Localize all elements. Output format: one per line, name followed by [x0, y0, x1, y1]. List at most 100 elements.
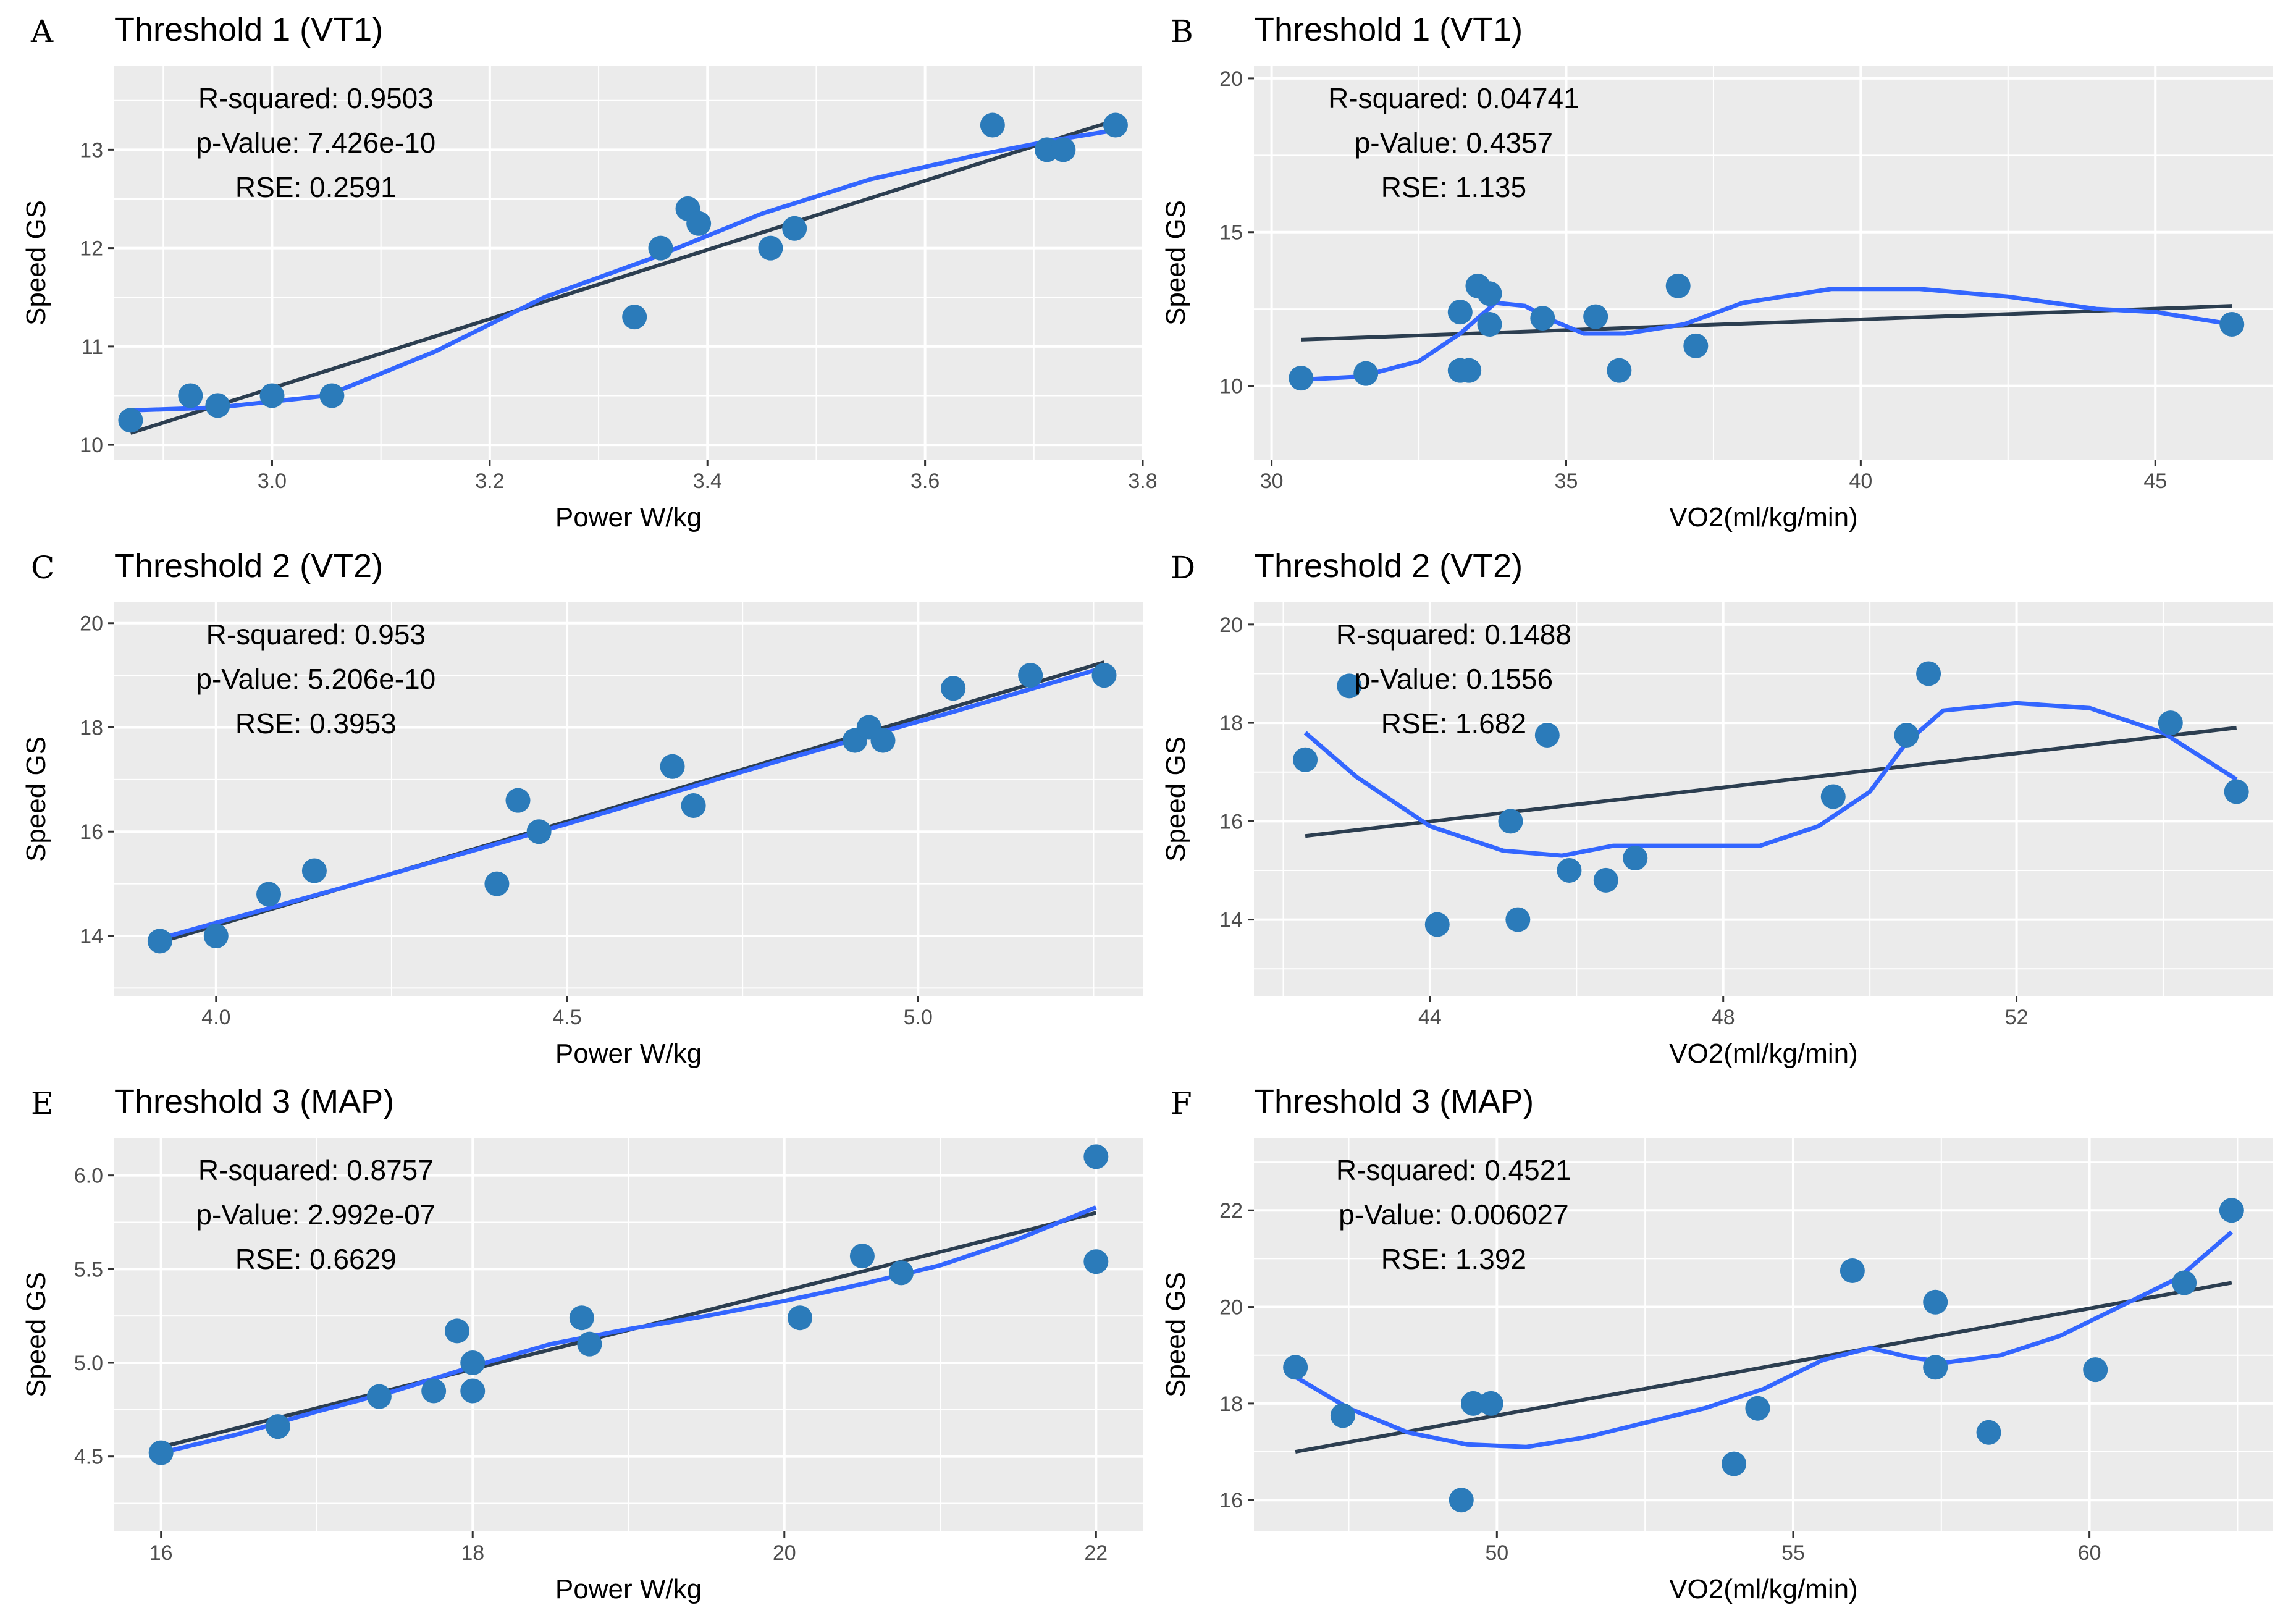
data-point — [1923, 1355, 1948, 1380]
data-point — [1051, 137, 1076, 162]
y-tick-label: 6.0 — [74, 1164, 103, 1188]
panel-a: 3.0 3.2 3.4 3.6 3.8 10 11 12 13 R-squared: 0.9503… — [21, 11, 1158, 533]
y-tick-label: 14 — [1219, 909, 1243, 932]
x-tick-label: 4.5 — [552, 1006, 581, 1029]
panel-letter: D — [1171, 550, 1195, 586]
y-tick-label: 20 — [1219, 1296, 1243, 1320]
x-tick-label: 60 — [2078, 1541, 2101, 1565]
y-tick-label: 13 — [80, 138, 103, 162]
data-point — [622, 305, 647, 330]
x-tick-label: 3.4 — [693, 470, 722, 493]
data-point — [460, 1378, 486, 1404]
y-tick-label: 5.0 — [74, 1352, 103, 1375]
x-tick-label: 52 — [2005, 1006, 2029, 1029]
data-point — [366, 1384, 392, 1409]
data-point — [1607, 358, 1632, 383]
data-point — [421, 1378, 447, 1404]
y-tick-label: 18 — [1219, 712, 1243, 735]
x-tick-label: 22 — [1084, 1541, 1108, 1565]
data-point — [2219, 1198, 2244, 1223]
data-point — [2158, 710, 2183, 736]
p-value-label: p-Value: 0.4357 — [1355, 127, 1553, 159]
loess-smooth-line — [130, 128, 1116, 413]
x-tick-label: 30 — [1260, 470, 1284, 493]
r-squared-label: R-squared: 0.9503 — [198, 82, 434, 114]
data-point — [1447, 300, 1473, 325]
loess-smooth-line — [1301, 287, 2232, 382]
y-tick-label: 10 — [80, 434, 103, 457]
loess-smooth-line — [1303, 701, 2238, 858]
data-point — [1477, 312, 1502, 337]
data-point — [301, 858, 327, 883]
data-point — [1530, 306, 1555, 331]
y-tick-label: 4.5 — [74, 1446, 103, 1469]
panel-title: Threshold 3 (MAP) — [1254, 1083, 1534, 1120]
y-tick-label: 18 — [80, 716, 103, 739]
x-tick-label: 16 — [149, 1541, 173, 1565]
data-point — [681, 793, 706, 819]
rse-label: RSE: 1.392 — [1381, 1243, 1526, 1275]
y-axis-label: Speed GS — [1161, 200, 1191, 326]
y-tick-label: 16 — [1219, 1489, 1243, 1512]
data-point — [1083, 1144, 1109, 1169]
plot-background — [1254, 66, 2273, 460]
data-point — [147, 929, 172, 954]
data-point — [205, 393, 230, 418]
data-point — [1840, 1258, 1865, 1283]
panel-letter: C — [31, 550, 54, 586]
panel-title: Threshold 1 (VT1) — [1254, 11, 1523, 48]
y-tick-label: 15 — [1219, 221, 1243, 245]
y-tick-label: 20 — [1219, 613, 1243, 637]
data-point — [1745, 1396, 1770, 1421]
data-point — [1916, 661, 1941, 686]
panel-letter: B — [1171, 14, 1193, 49]
data-point — [2224, 779, 2249, 804]
data-point — [1460, 1391, 1486, 1416]
y-tick-label: 10 — [1219, 375, 1243, 398]
rse-label: RSE: 0.6629 — [235, 1243, 397, 1275]
linear-fit-line — [130, 118, 1116, 435]
x-axis-label: VO2(ml/kg/min) — [1669, 1038, 1858, 1069]
y-tick-label: 5.5 — [74, 1258, 103, 1281]
y-tick-label: 16 — [1219, 810, 1243, 833]
y-axis-label: Speed GS — [1161, 736, 1191, 862]
data-point — [1353, 361, 1379, 386]
data-point — [203, 923, 229, 948]
x-axis-label: Power W/kg — [555, 1574, 702, 1604]
data-point — [256, 882, 282, 907]
data-point — [758, 235, 783, 261]
panel-e: 16 18 20 22 4.5 5.0 5.5 6.0 R-squared: 0.8757 p-V… — [21, 1083, 1143, 1604]
data-point — [118, 408, 143, 433]
y-tick-label: 11 — [82, 335, 103, 359]
data-point — [870, 728, 896, 753]
data-point — [1083, 1249, 1109, 1274]
data-point — [782, 216, 807, 241]
r-squared-label: R-squared: 0.1488 — [1336, 618, 1571, 651]
x-tick-label: 20 — [773, 1541, 796, 1565]
data-point — [2083, 1357, 2108, 1383]
panel-title: Threshold 2 (VT2) — [1254, 547, 1523, 584]
x-tick-label: 4.0 — [201, 1006, 230, 1029]
data-point — [1593, 867, 1618, 893]
panel-letter: F — [1171, 1085, 1192, 1121]
data-point — [1457, 358, 1482, 383]
rse-label: RSE: 0.3953 — [235, 707, 397, 739]
data-point — [1449, 1488, 1474, 1513]
data-point — [1923, 1289, 1948, 1315]
x-tick-label: 3.0 — [258, 470, 287, 493]
data-point — [1498, 809, 1523, 834]
panel-d: 44 48 52 14 16 18 20 R-squared: 0.1488 p-Value: … — [1161, 547, 2273, 1069]
data-point — [888, 1260, 914, 1286]
data-point — [980, 112, 1005, 138]
panel-f: 50 55 60 16 18 20 22 R-squared: 0.4521 p-Value: … — [1161, 1083, 2273, 1604]
data-point — [259, 383, 285, 408]
data-point — [1722, 1451, 1747, 1476]
x-tick-label: 18 — [461, 1541, 484, 1565]
data-point — [1557, 857, 1582, 883]
y-axis-label: Speed GS — [1161, 1272, 1191, 1397]
data-point — [1091, 663, 1117, 688]
data-point — [941, 676, 966, 701]
x-tick-label: 55 — [1781, 1541, 1805, 1565]
y-axis-label: Speed GS — [21, 1272, 51, 1397]
